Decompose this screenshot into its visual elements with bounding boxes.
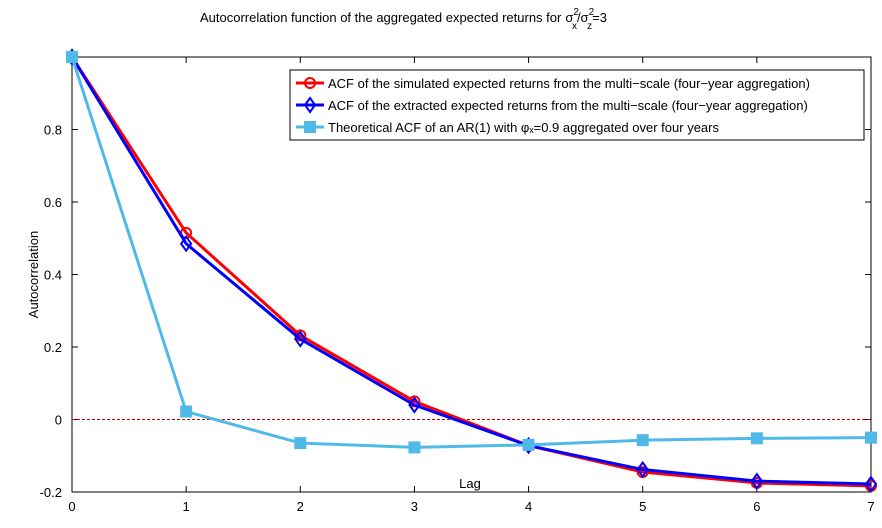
title-formula: =3 <box>592 10 607 25</box>
y-tick-label: 0.4 <box>44 268 62 283</box>
series-line <box>70 56 872 486</box>
chart-title: Autocorrelation function of the aggregat… <box>200 7 607 32</box>
x-tick-label: 0 <box>68 499 75 514</box>
marker <box>66 51 78 63</box>
title-text: Autocorrelation function of the aggregat… <box>200 10 562 25</box>
title-formula: x <box>572 21 577 32</box>
legend <box>289 69 865 141</box>
marker <box>865 431 877 444</box>
legend-marker <box>304 77 316 89</box>
legend-label: Theoretical ACF of an AR(1) with φₓ=0.9 … <box>328 120 719 135</box>
marker <box>294 437 307 450</box>
x-axis-label: Lag <box>459 476 481 491</box>
title-formula: 2 <box>573 7 579 18</box>
marker <box>408 396 421 414</box>
marker <box>636 434 649 447</box>
title-formula: σ <box>565 10 573 25</box>
marker <box>294 330 307 348</box>
legend-label: ACF of the extracted expected returns fr… <box>328 98 808 113</box>
y-tick-label: -0.2 <box>40 485 62 500</box>
title-formula: z <box>587 21 592 32</box>
legend-label: ACF of the simulated expected returns fr… <box>328 76 810 91</box>
marker <box>179 234 193 253</box>
marker <box>636 460 649 479</box>
legend-marker <box>303 96 317 114</box>
series-line <box>70 56 872 488</box>
y-axis-label: Autocorrelation <box>26 231 41 318</box>
title-formula: 2 <box>589 7 595 18</box>
marker <box>180 405 193 418</box>
x-tick-label: 1 <box>183 499 190 514</box>
y-tick-label: 0.2 <box>44 340 62 355</box>
x-tick-label: 6 <box>753 499 760 514</box>
marker <box>750 432 763 445</box>
series-line <box>70 56 872 449</box>
x-tick-label: 5 <box>639 499 646 514</box>
y-tick-label: 0.8 <box>44 123 62 138</box>
marker <box>522 438 535 451</box>
marker <box>750 472 764 490</box>
x-tick-label: 3 <box>411 499 418 514</box>
x-tick-label: 2 <box>297 499 304 514</box>
x-tick-label: 4 <box>525 499 532 514</box>
x-tick-label: 7 <box>867 499 874 514</box>
y-tick-label: 0 <box>55 413 62 428</box>
title-formula: /σ <box>577 10 589 25</box>
marker <box>408 441 421 454</box>
legend-marker <box>304 121 316 133</box>
y-tick-label: 0.6 <box>44 195 62 210</box>
marker <box>864 475 878 493</box>
